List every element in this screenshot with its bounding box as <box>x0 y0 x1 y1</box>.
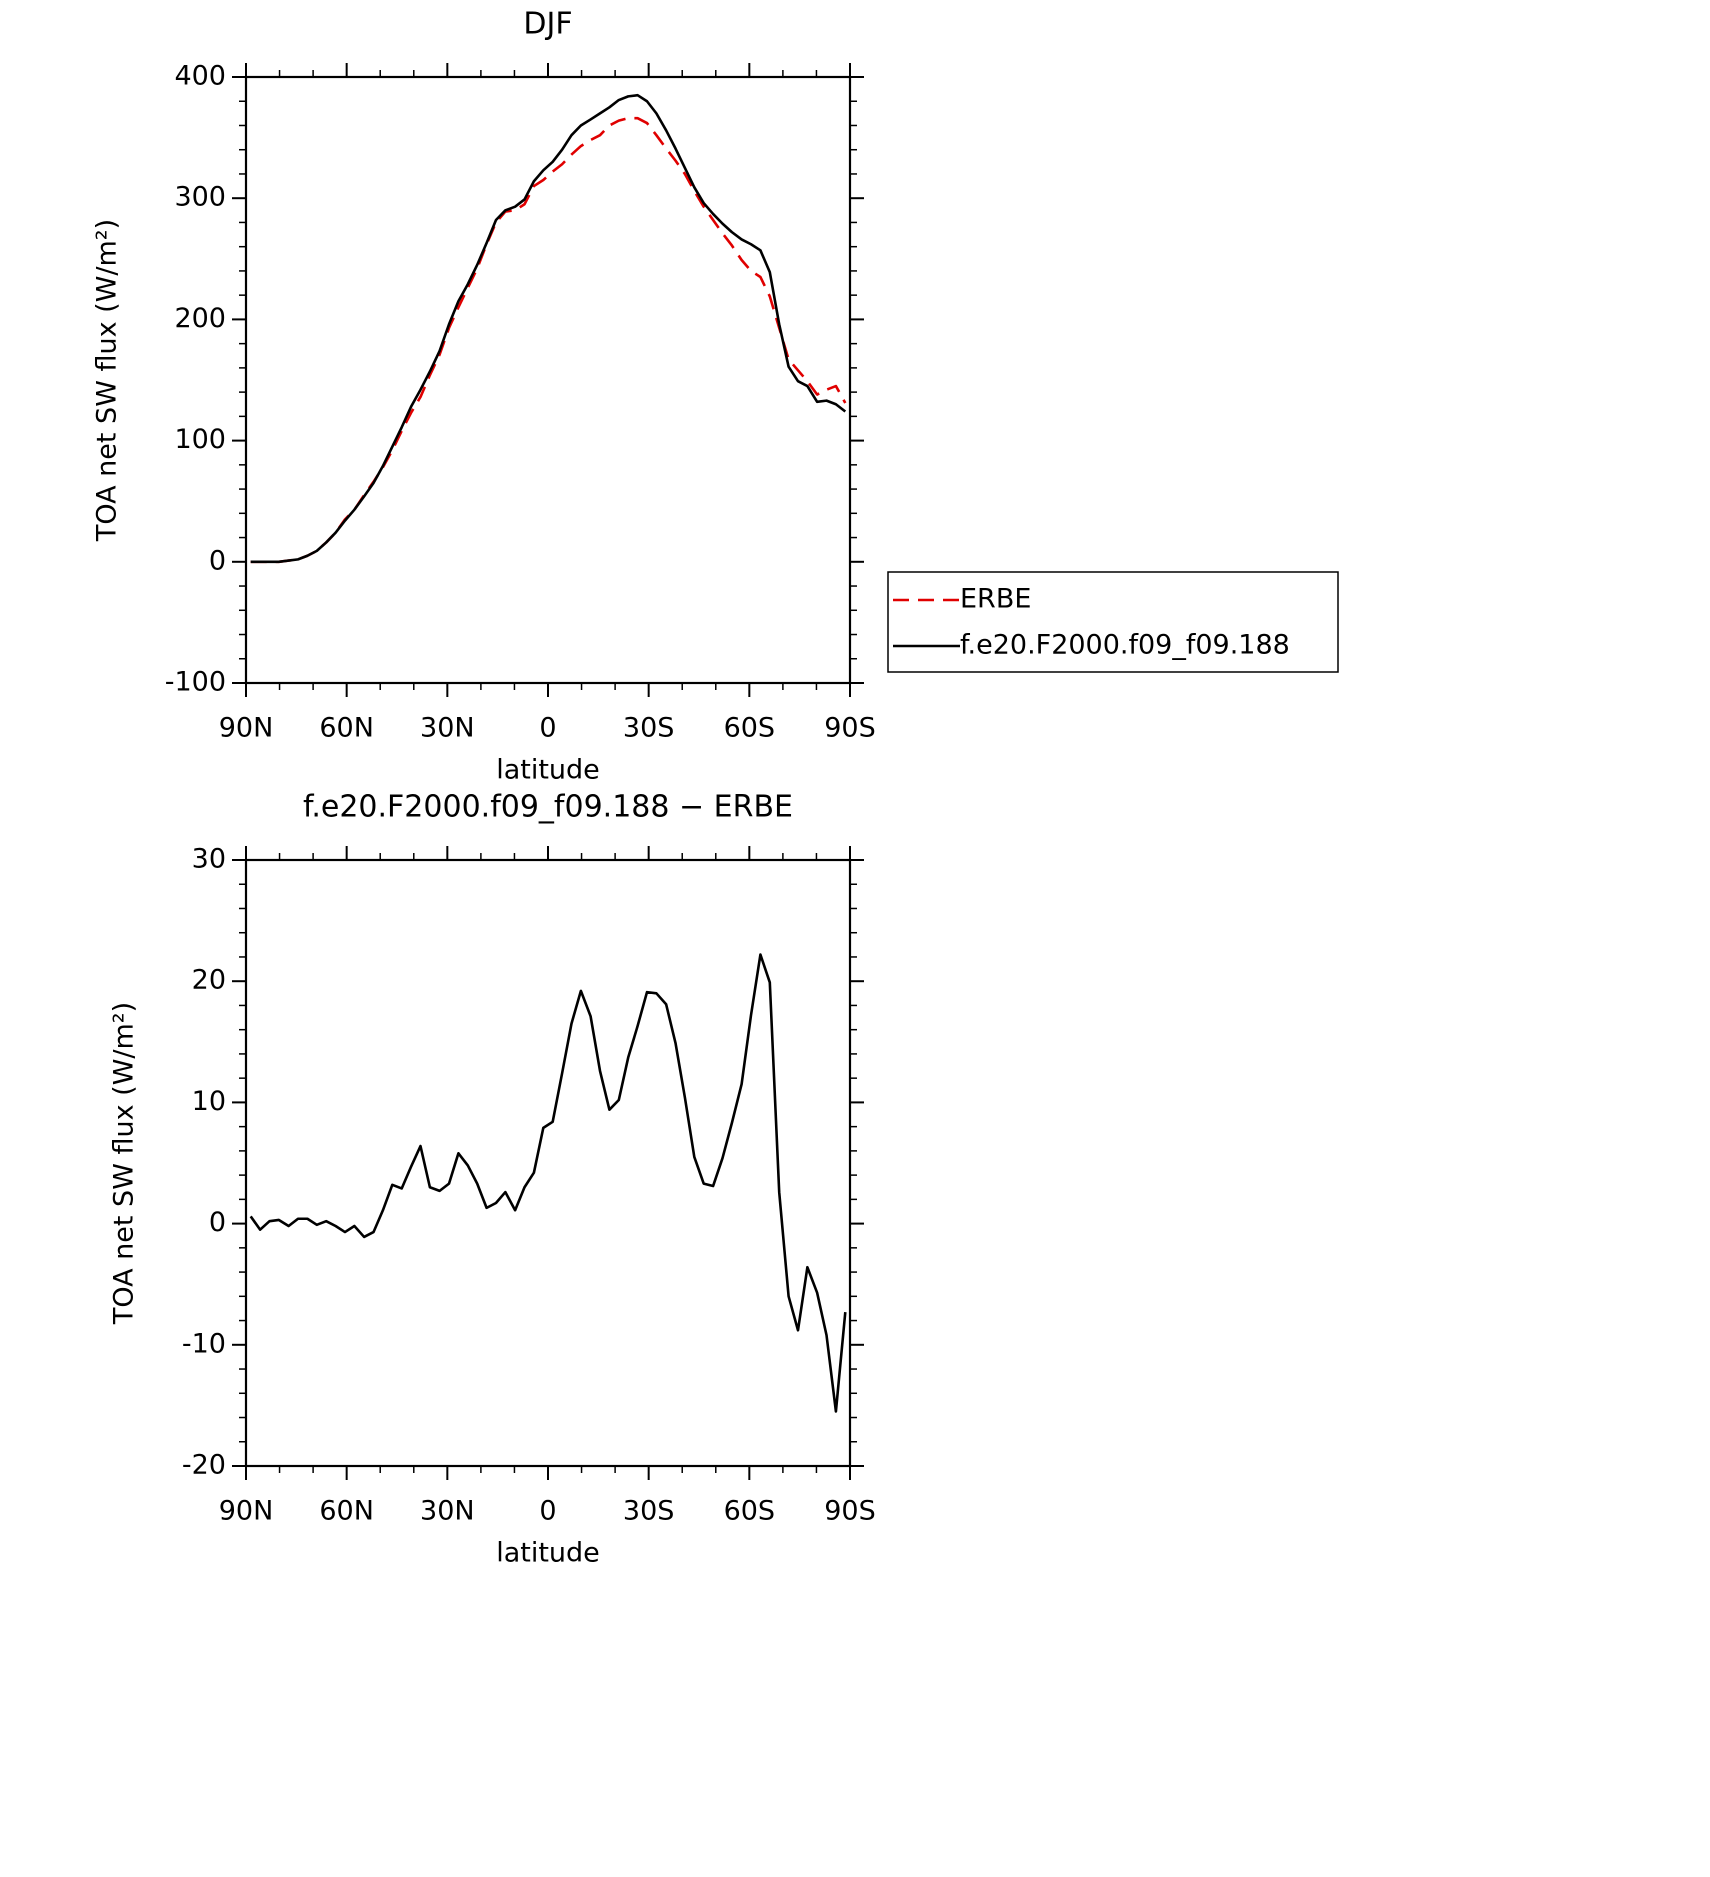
x-tick-label: 90S <box>824 713 876 744</box>
chart: DJF latitude TOA net SW flux (W/m²) -100 0 10… <box>92 7 1339 786</box>
chart: f.e20.F2000.f09_f09.188 − ERBE latitude TO… <box>109 790 876 1569</box>
y-tick-label: 30 <box>192 844 226 875</box>
y-tick-label: 20 <box>192 965 226 996</box>
y-tick-label: 0 <box>209 545 226 576</box>
y-tick-label: -100 <box>165 667 226 698</box>
x-tick-label: 60N <box>319 713 374 744</box>
y-tick-label: 400 <box>174 61 226 92</box>
x-tick-label: 30N <box>420 1496 475 1527</box>
x-tick-label: 90N <box>219 713 274 744</box>
x-tick-label: 0 <box>539 1496 556 1527</box>
plot-frame <box>244 858 852 1468</box>
data-line <box>249 953 847 1413</box>
y-tick-label: 10 <box>192 1086 226 1117</box>
legend-box <box>887 571 1339 673</box>
x-tick-label: 30N <box>420 713 475 744</box>
x-tick-label: 60S <box>724 713 776 744</box>
x-tick-label: 60S <box>724 1496 776 1527</box>
y-tick-label: 100 <box>174 424 226 455</box>
x-tick-label: 0 <box>539 713 556 744</box>
x-tick-label: 60N <box>319 1496 374 1527</box>
y-axis-label: TOA net SW flux (W/m²) <box>92 219 123 542</box>
chart-title: DJF <box>523 7 572 42</box>
x-tick-label: 90N <box>219 1496 274 1527</box>
x-tick-label: 30S <box>623 713 675 744</box>
legend-label: f.e20.F2000.f09_f09.188 <box>960 630 1290 661</box>
data-line <box>250 93 847 564</box>
plot-frame <box>244 75 852 685</box>
y-tick-label: -20 <box>182 1450 226 1481</box>
data-line <box>250 116 847 564</box>
y-axis-label: TOA net SW flux (W/m²) <box>109 1002 140 1325</box>
y-tick-label: 0 <box>209 1207 226 1238</box>
x-tick-label: 90S <box>824 1496 876 1527</box>
y-tick-label: -10 <box>182 1328 226 1359</box>
legend-label: ERBE <box>960 584 1031 615</box>
chart-title: f.e20.F2000.f09_f09.188 − ERBE <box>303 790 793 825</box>
x-tick-label: 30S <box>623 1496 675 1527</box>
x-axis-label: latitude <box>496 1538 600 1569</box>
y-tick-label: 300 <box>174 182 226 213</box>
y-tick-label: 200 <box>174 303 226 334</box>
x-axis-label: latitude <box>496 755 600 786</box>
